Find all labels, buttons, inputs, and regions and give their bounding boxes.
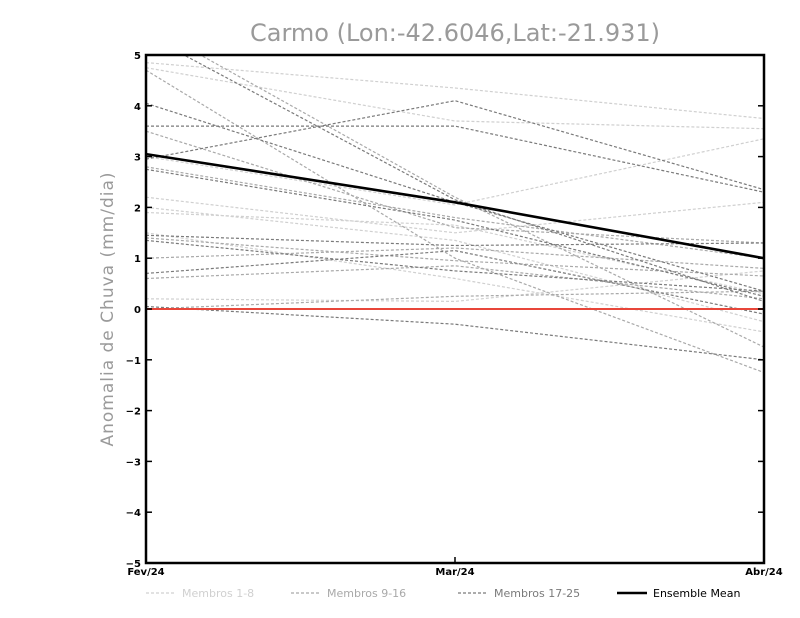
series-line-m18: [146, 100, 764, 191]
series-line-m5: [146, 232, 764, 333]
y-tick-label: 2: [134, 203, 141, 214]
series-line-m12: [146, 247, 764, 269]
x-tick-label: Fev/24: [127, 567, 164, 578]
legend-label-4: Ensemble Mean: [653, 587, 740, 600]
legend-label-1: Membros 1-8: [182, 587, 254, 600]
x-axis-ticks: Fev/24 Mar/24 Abr/24: [127, 557, 783, 578]
series-line-m25: [182, 55, 764, 302]
series-line-m23: [146, 305, 764, 361]
x-tick-label: Mar/24: [435, 567, 474, 578]
series-layer: [146, 55, 764, 374]
series-line-m9: [199, 55, 764, 348]
x-tick-label: Abr/24: [745, 567, 782, 578]
series-line-m7: [146, 138, 764, 206]
series-line-m24: [146, 249, 764, 315]
y-tick-label: −1: [126, 356, 141, 367]
legend-label-3: Membros 17-25: [494, 587, 580, 600]
series-line-m21: [146, 234, 764, 247]
ensemble-mean-layer: [146, 152, 764, 260]
series-line-m17: [146, 125, 764, 193]
y-tick-label: −3: [126, 457, 141, 468]
legend-label-2: Membros 9-16: [327, 587, 406, 600]
series-line-m1: [146, 62, 764, 120]
series-line-m20: [146, 168, 764, 297]
series-line-m19: [146, 102, 764, 292]
y-tick-label: −4: [126, 508, 141, 519]
series-line-m13: [146, 265, 764, 300]
y-tick-label: 3: [134, 153, 141, 164]
y-tick-label: 5: [134, 51, 141, 62]
series-line-m22: [146, 239, 764, 292]
y-axis-ticks: −5 −4 −3 −2 −1 0 1 2 3 4 5: [126, 51, 764, 570]
ensemble-mean-line: [146, 152, 764, 260]
y-axis-label: Anomalia de Chuva (mm/dia): [98, 171, 118, 446]
y-tick-label: −2: [126, 407, 141, 418]
series-line-m6: [146, 270, 764, 303]
series-line-m3: [146, 196, 764, 234]
y-tick-label: 4: [134, 102, 141, 113]
series-line-m10: [146, 166, 764, 259]
y-tick-label: −5: [126, 559, 141, 570]
legend: Membros 1-8 Membros 9-16 Membros 17-25 Ense…: [146, 587, 740, 600]
y-tick-label: 0: [134, 305, 141, 316]
chart-title: Carmo (Lon:-42.6046,Lat:-21.931): [250, 19, 660, 47]
series-line-m16: [146, 69, 764, 374]
y-tick-label: 1: [134, 254, 141, 265]
series-line-m4: [146, 211, 764, 295]
series-line-m15: [146, 130, 764, 244]
series-line-m8: [146, 206, 764, 323]
